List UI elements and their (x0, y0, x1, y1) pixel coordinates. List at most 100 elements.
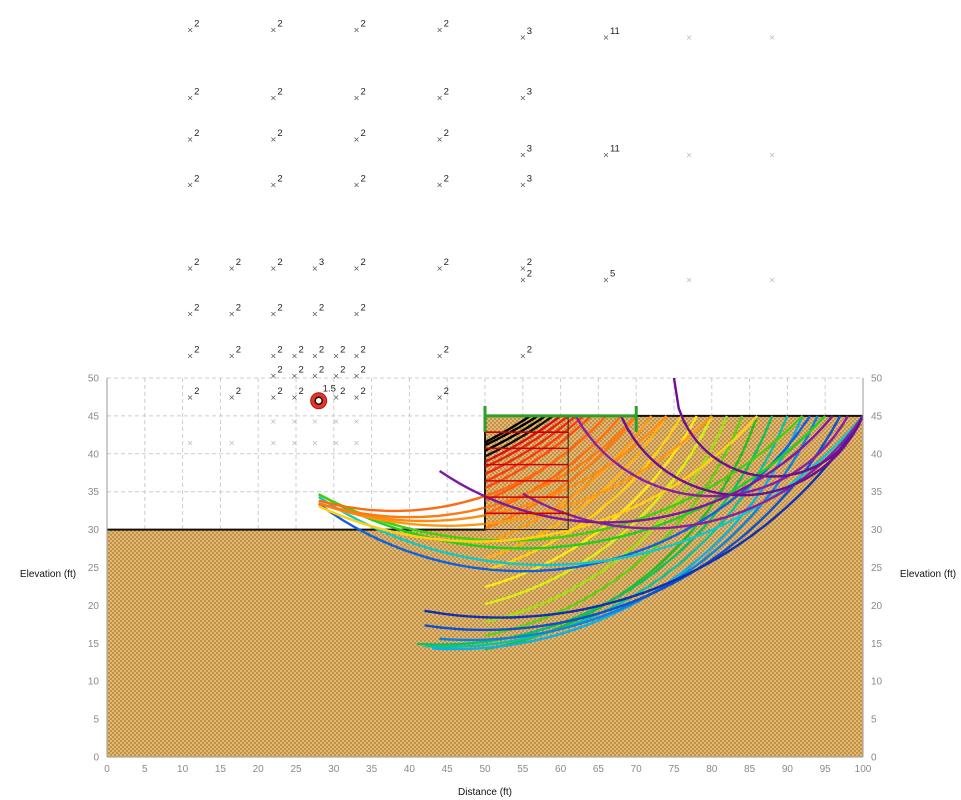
grid-point-marker: × (519, 150, 526, 159)
grid-point-marker: × (333, 372, 340, 381)
y-axis-title-right: Elevation (ft) (900, 569, 956, 580)
grid-point-marker: × (187, 181, 194, 190)
slip-circle (522, 415, 863, 530)
grid-point-fs: 2 (194, 257, 199, 268)
grid-point-fs: 2 (194, 303, 199, 314)
grid-point-fs: 11 (610, 143, 620, 154)
grid-point-fs: 3 (527, 143, 532, 154)
y-tick-label-right: 5 (871, 715, 877, 726)
x-tick-label: 30 (328, 764, 340, 775)
grid-point-marker: × (436, 264, 443, 273)
x-tick-label: 65 (593, 764, 605, 775)
grid-point-marker: × (270, 25, 277, 34)
grid-point-marker: × (187, 264, 194, 273)
grid-point-marker: × (333, 438, 340, 447)
grid-point-fs: 2 (194, 18, 199, 29)
grid-point-fs: 2 (277, 128, 282, 139)
grid-point-marker: × (228, 438, 235, 447)
slip-circle (484, 415, 713, 606)
grid-point-marker: × (312, 310, 319, 319)
slip-circle (416, 415, 774, 646)
slip-circle (484, 414, 569, 469)
slip-circle (318, 415, 812, 573)
grid-point-fs: 2 (444, 386, 449, 397)
grid-point-marker: × (436, 351, 443, 360)
grid-point-marker: × (187, 351, 194, 360)
grid-point-marker: × (187, 94, 194, 103)
y-tick-label-left: 15 (88, 639, 100, 650)
grid-point-fs: 2 (194, 174, 199, 185)
grid-point-fs: 5 (610, 268, 615, 279)
grid-point-marker: × (353, 417, 360, 426)
y-tick-label-left: 45 (88, 411, 100, 422)
grid-point-marker: × (333, 393, 340, 402)
grid-point-fs: 2 (194, 87, 199, 98)
grid-point-fs: 2 (444, 18, 449, 29)
grid-point-marker: × (686, 33, 693, 42)
slip-circle (484, 415, 698, 589)
grid-point-marker: × (353, 25, 360, 34)
grid-point-fs: 2 (340, 386, 345, 397)
x-tick-label: 80 (706, 764, 718, 775)
grid-point-fs: 2 (360, 344, 365, 355)
grid-point-marker: × (333, 351, 340, 360)
grid-point-fs: 3 (527, 26, 532, 37)
y-tick-label-left: 40 (88, 449, 100, 460)
grid-point-fs: 2 (277, 174, 282, 185)
axes: 0 5 10 15 20 25 30 35 40 45 50 55 60 65 70 75 80 85 90 95 10… (88, 374, 883, 776)
y-tick-label-left: 30 (88, 525, 100, 536)
grid-point-marker: × (603, 150, 610, 159)
grid-point-marker: × (312, 372, 319, 381)
grid-point-marker: × (187, 393, 194, 402)
slip-circle (484, 415, 592, 490)
grid-point-marker: × (187, 310, 194, 319)
slip-circle (318, 415, 804, 542)
grid-point-marker: × (270, 181, 277, 190)
slip-circle (318, 415, 713, 528)
grid-point-fs: 2 (360, 18, 365, 29)
grid-point-marker: × (228, 393, 235, 402)
grid-point-fs: 2 (236, 386, 241, 397)
grid-point-marker: × (187, 25, 194, 34)
grid-point-marker: × (228, 264, 235, 273)
grid-point-fs: 2 (277, 18, 282, 29)
x-tick-label: 55 (517, 764, 529, 775)
slip-circle (620, 415, 863, 497)
grid-point-marker: × (291, 372, 298, 381)
grid-point-fs: 3 (527, 87, 532, 98)
grid-point-marker: × (769, 150, 776, 159)
grid-point-fs: 2 (527, 268, 532, 279)
grid-point-fs: 2 (360, 257, 365, 268)
slip-circle (424, 415, 863, 619)
slip-circle (484, 414, 577, 476)
critical-center-dot (314, 396, 323, 405)
slip-circle (484, 414, 562, 463)
grid-point-fs: 2 (527, 257, 532, 268)
grid-point-marker: × (270, 264, 277, 273)
grid-point-fs: 2 (340, 344, 345, 355)
y-tick-label-right: 25 (871, 563, 883, 574)
x-tick-label: 35 (366, 764, 378, 775)
x-tick-label: 10 (177, 764, 189, 775)
grid-point-marker: × (270, 393, 277, 402)
grid-point-marker: × (353, 94, 360, 103)
grid-point-marker: × (769, 275, 776, 284)
y-tick-label-left: 25 (88, 563, 100, 574)
x-tick-label: 50 (479, 764, 491, 775)
retaining-wall (483, 405, 638, 531)
grid-point-fs: 2 (298, 386, 303, 397)
grid-point-marker: × (228, 351, 235, 360)
grid-point-marker: × (291, 417, 298, 426)
grid-point-marker: × (270, 351, 277, 360)
grid-point-marker: × (436, 25, 443, 34)
grid-point-fs: 2 (319, 344, 324, 355)
grid-point-marker: × (769, 33, 776, 42)
slip-circle (672, 378, 863, 478)
x-tick-label: 45 (442, 764, 454, 775)
grid-point-fs: 2 (277, 303, 282, 314)
slip-circle (484, 415, 729, 624)
y-tick-label-right: 45 (871, 411, 883, 422)
slip-circle (318, 415, 759, 543)
slip-circle (484, 415, 623, 516)
